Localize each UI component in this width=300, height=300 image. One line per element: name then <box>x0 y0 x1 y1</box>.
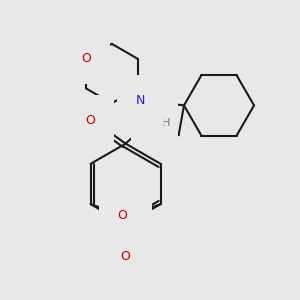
Text: O: O <box>118 209 128 222</box>
Text: H: H <box>162 118 170 128</box>
Text: O: O <box>81 52 91 65</box>
Text: N: N <box>150 112 159 125</box>
Text: O: O <box>85 114 95 127</box>
Text: N: N <box>136 94 145 106</box>
Text: O: O <box>121 250 130 263</box>
Text: O: O <box>124 209 134 222</box>
